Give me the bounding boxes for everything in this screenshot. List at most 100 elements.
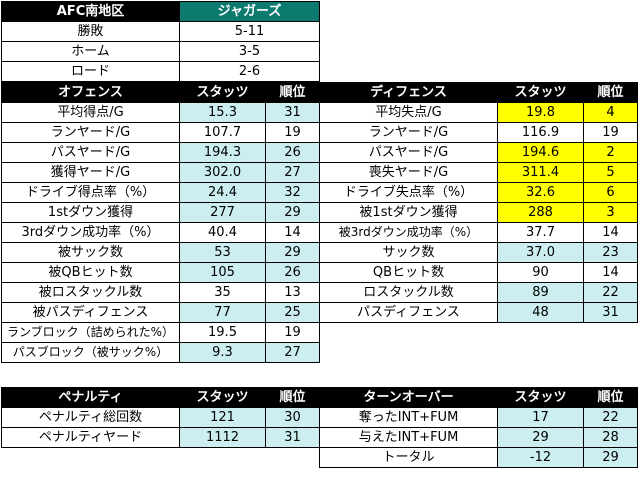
stat-value: 29: [497, 427, 584, 448]
rank-value: 29: [265, 202, 320, 223]
defense-header: ディフェンス: [319, 82, 498, 103]
row-label: パスディフェンス: [319, 302, 498, 323]
table-row: ランブロック（詰められた%） 19.5 19: [1, 322, 320, 343]
table-row: 被3rdダウン成功率（%） 37.7 14: [319, 222, 638, 243]
road-value: 2-6: [179, 61, 320, 82]
rank-value: 26: [265, 262, 320, 283]
table-row: ペナルティ総回数 121 30: [1, 407, 320, 428]
stat-value: 53: [179, 242, 266, 263]
rank-value: 25: [265, 302, 320, 323]
stat-value: -12: [497, 447, 584, 468]
rank-value: 19: [583, 122, 638, 143]
rank-value: 13: [265, 282, 320, 303]
row-label: 被パスディフェンス: [1, 302, 180, 323]
row-label: 喪失ヤード/G: [319, 162, 498, 183]
row-label: ペナルティヤード: [1, 427, 180, 448]
row-label: 平均失点/G: [319, 102, 498, 123]
table-row: QBヒット数 90 14: [319, 262, 638, 283]
stat-value: 107.7: [179, 122, 266, 143]
penalty-rank-header: 順位: [265, 387, 320, 408]
table-row: ドライブ失点率（%） 32.6 6: [319, 182, 638, 203]
stat-value: 89: [497, 282, 584, 303]
rank-value: 2: [583, 142, 638, 163]
stat-value: 77: [179, 302, 266, 323]
stat-value: 40.4: [179, 222, 266, 243]
stat-value: 105: [179, 262, 266, 283]
stat-value: 288: [497, 202, 584, 223]
stat-value: 116.9: [497, 122, 584, 143]
penalty-header: ペナルティ: [1, 387, 180, 408]
rank-value: 30: [265, 407, 320, 428]
row-label: ランブロック（詰められた%）: [1, 322, 180, 343]
rank-value: 31: [583, 302, 638, 323]
table-row: サック数 37.0 23: [319, 242, 638, 263]
table-row: 与えたINT+FUM 29 28: [319, 427, 638, 448]
row-label: 与えたINT+FUM: [319, 427, 498, 448]
table-row: 被ロスタックル数 35 13: [1, 282, 320, 303]
table-row: 1stダウン獲得 277 29: [1, 202, 320, 223]
row-label: ランヤード/G: [1, 122, 180, 143]
stat-value: 32.6: [497, 182, 584, 203]
row-label: QBヒット数: [319, 262, 498, 283]
table-row: 獲得ヤード/G 302.0 27: [1, 162, 320, 183]
rank-value: 14: [265, 222, 320, 243]
rank-value: 22: [583, 407, 638, 428]
team-name: ジャガーズ: [179, 1, 320, 22]
row-label: パスブロック（被サック%）: [1, 342, 180, 363]
table-row: ロスタックル数 89 22: [319, 282, 638, 303]
table-row: トータル -12 29: [319, 447, 638, 468]
turnover-rank-header: 順位: [583, 387, 638, 408]
row-label: 被QBヒット数: [1, 262, 180, 283]
home-value: 3-5: [179, 41, 320, 62]
table-row: パスヤード/G 194.6 2: [319, 142, 638, 163]
row-label: 被3rdダウン成功率（%）: [319, 222, 498, 243]
row-label: 被ロスタックル数: [1, 282, 180, 303]
stat-value: 17: [497, 407, 584, 428]
row-label: 3rdダウン成功率（%）: [1, 222, 180, 243]
row-label: 奪ったINT+FUM: [319, 407, 498, 428]
stat-value: 194.3: [179, 142, 266, 163]
offense-header: オフェンス: [1, 82, 180, 103]
stat-value: 302.0: [179, 162, 266, 183]
rank-value: 19: [265, 122, 320, 143]
defense-stat-header: スタッツ: [497, 82, 584, 103]
rank-value: 19: [265, 322, 320, 343]
row-label: 獲得ヤード/G: [1, 162, 180, 183]
row-label: 平均得点/G: [1, 102, 180, 123]
penalty-table: ペナルティ スタッツ 順位 ペナルティ総回数 121 30 ペナルティヤード 1112…: [1, 387, 320, 448]
stat-value: 48: [497, 302, 584, 323]
rank-value: 22: [583, 282, 638, 303]
table-row: 被サック数 53 29: [1, 242, 320, 263]
row-label: ペナルティ総回数: [1, 407, 180, 428]
stat-value: 35: [179, 282, 266, 303]
rank-value: 31: [265, 427, 320, 448]
turnover-table: ターンオーバー スタッツ 順位 奪ったINT+FUM 17 22 与えたINT+FU…: [319, 387, 638, 468]
rank-value: 6: [583, 182, 638, 203]
table-row: パスディフェンス 48 31: [319, 302, 638, 323]
rank-value: 29: [583, 447, 638, 468]
defense-table: ディフェンス スタッツ 順位 平均失点/G 19.8 4 ランヤード/G 116.9 1…: [319, 82, 638, 323]
table-row: 被1stダウン獲得 288 3: [319, 202, 638, 223]
stat-value: 1112: [179, 427, 266, 448]
rank-value: 14: [583, 262, 638, 283]
stat-value: 90: [497, 262, 584, 283]
row-label: サック数: [319, 242, 498, 263]
stat-value: 24.4: [179, 182, 266, 203]
rank-value: 28: [583, 427, 638, 448]
stat-value: 37.7: [497, 222, 584, 243]
row-label: 1stダウン獲得: [1, 202, 180, 223]
rank-value: 29: [265, 242, 320, 263]
table-row: パスブロック（被サック%） 9.3 27: [1, 342, 320, 363]
rank-value: 32: [265, 182, 320, 203]
table-row: 平均得点/G 15.3 31: [1, 102, 320, 123]
row-label: ドライブ得点率（%）: [1, 182, 180, 203]
team-summary-table: AFC南地区 ジャガーズ 勝敗 5-11 ホーム 3-5 ロード 2-6: [1, 1, 320, 82]
offense-stat-header: スタッツ: [179, 82, 266, 103]
rank-value: 27: [265, 162, 320, 183]
rank-value: 23: [583, 242, 638, 263]
table-row: 平均失点/G 19.8 4: [319, 102, 638, 123]
rank-value: 31: [265, 102, 320, 123]
stat-value: 311.4: [497, 162, 584, 183]
turnover-header: ターンオーバー: [319, 387, 498, 408]
table-row: パスヤード/G 194.3 26: [1, 142, 320, 163]
